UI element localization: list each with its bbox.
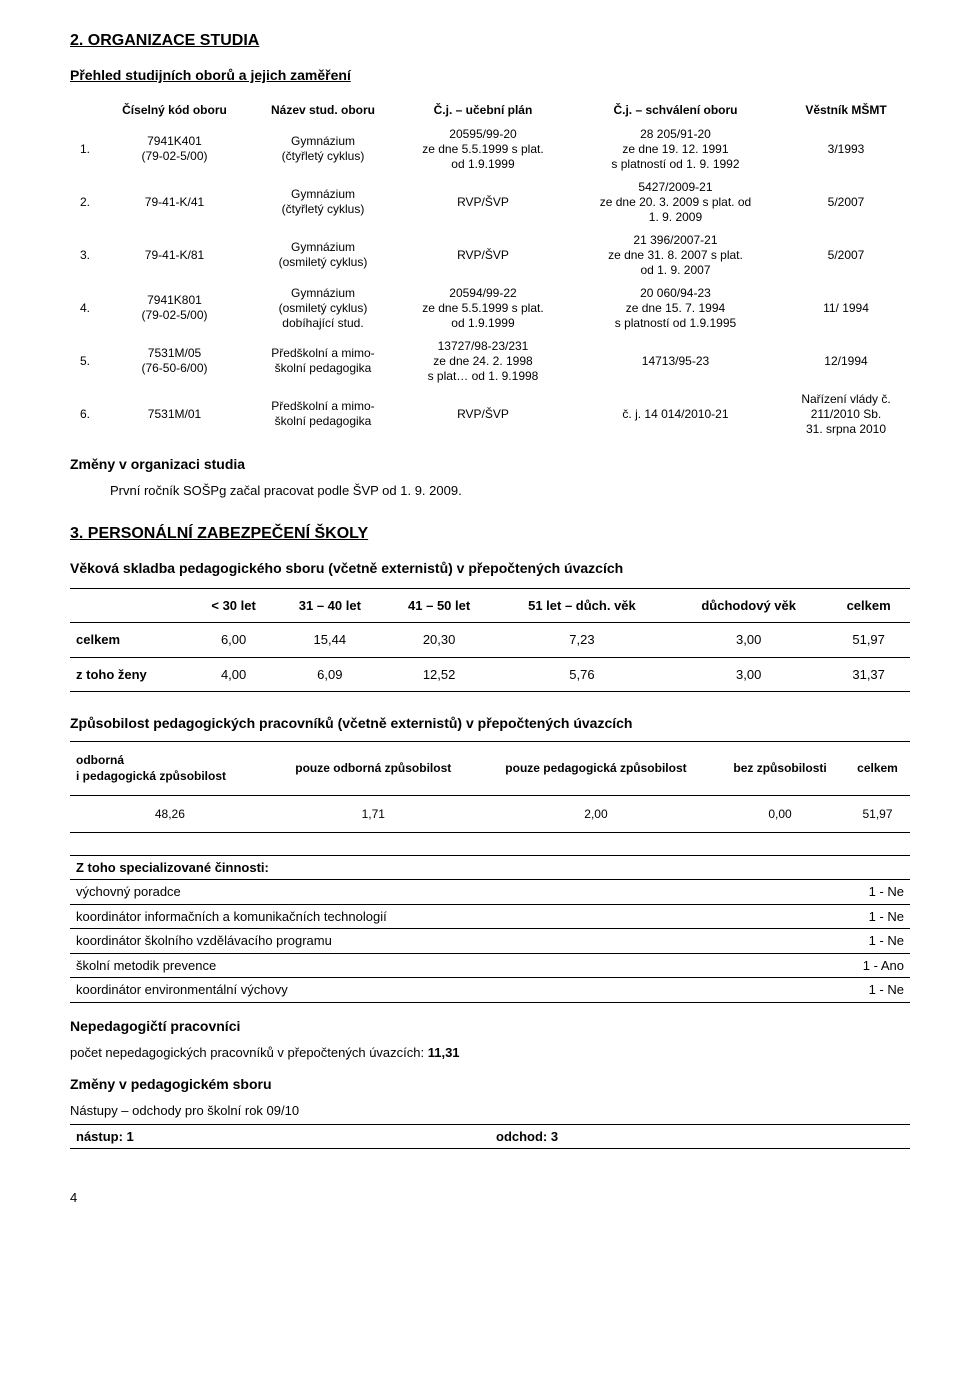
col-bulletin: Věstník MŠMT [782, 98, 910, 122]
table-row: 6.7531M/01Předškolní a mimo- školní peda… [70, 388, 910, 441]
col-name: Název stud. oboru [249, 98, 397, 122]
nonped-title: Nepedagogičtí pracovníci [70, 1017, 910, 1036]
section3-title: 3. PERSONÁLNÍ ZABEZPEČENÍ ŠKOLY [70, 523, 910, 545]
spec-heading: Z toho specializované činnosti: [70, 855, 910, 880]
page-number: 4 [70, 1189, 910, 1207]
table-row: 4.7941K801 (79-02-5/00)Gymnázium (osmile… [70, 282, 910, 335]
table-row: 1.7941K401 (79-02-5/00)Gymnázium (čtyřle… [70, 123, 910, 176]
section2-subtitle: Přehled studijních oborů a jejich zaměře… [70, 66, 910, 85]
table-row: koordinátor informačních a komunikačních… [70, 904, 910, 929]
changes-text: První ročník SOŠPg začal pracovat podle … [110, 482, 910, 500]
staff-changes-text: Nástupy – odchody pro školní rok 09/10 [70, 1102, 910, 1120]
changes-title: Změny v organizaci studia [70, 455, 910, 474]
section2-title: 2. ORGANIZACE STUDIA [70, 30, 910, 52]
table-row: 2.79-41-K/41Gymnázium (čtyřletý cyklus)R… [70, 176, 910, 229]
departures: odchod: 3 [490, 1124, 910, 1149]
table-row: 3.79-41-K/81Gymnázium (osmiletý cyklus)R… [70, 229, 910, 282]
table-row: školní metodik prevence1 - Ano [70, 953, 910, 978]
table-row: výchovný poradce1 - Ne [70, 880, 910, 905]
spec-table: Z toho specializované činnosti: výchovný… [70, 855, 910, 1003]
programs-table: Číselný kód oboru Název stud. oboru Č.j.… [70, 98, 910, 440]
table-row: 5.7531M/05 (76-50-6/00)Předškolní a mimo… [70, 335, 910, 388]
table-row: koordinátor environmentální výchovy1 - N… [70, 978, 910, 1003]
qual-heading: Způsobilost pedagogických pracovníků (vč… [70, 714, 910, 733]
age-table: < 30 let31 – 40 let41 – 50 let51 let – d… [70, 588, 910, 693]
table-row: koordinátor školního vzdělávacího progra… [70, 929, 910, 954]
col-code: Číselný kód oboru [100, 98, 249, 122]
arrivals: nástup: 1 [70, 1124, 490, 1149]
age-heading: Věková skladba pedagogického sboru (včet… [70, 559, 910, 578]
col-plan: Č.j. – učební plán [397, 98, 569, 122]
nonped-text: počet nepedagogických pracovníků v přepo… [70, 1044, 910, 1062]
qual-table: odborná i pedagogická způsobilostpouze o… [70, 741, 910, 833]
departures-table: nástup: 1 odchod: 3 [70, 1124, 910, 1150]
staff-changes-title: Změny v pedagogickém sboru [70, 1075, 910, 1094]
col-approval: Č.j. – schválení oboru [569, 98, 782, 122]
